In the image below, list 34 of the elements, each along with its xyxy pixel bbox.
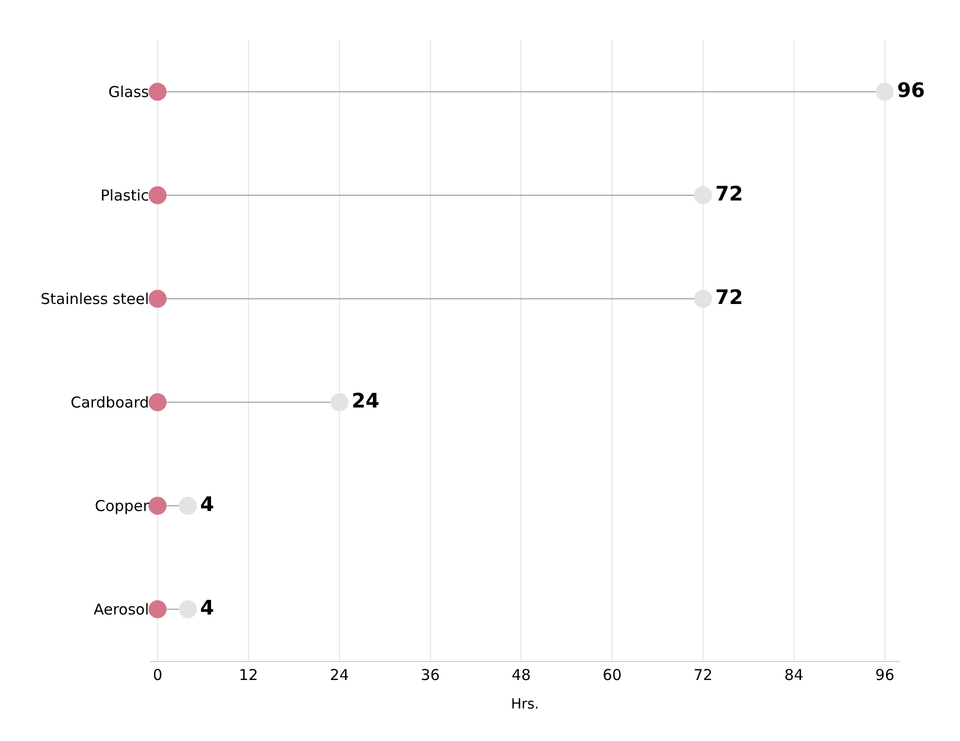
- x-tick-label: 12: [238, 666, 258, 684]
- point: [330, 393, 348, 412]
- data-label: 72: [715, 284, 744, 309]
- x-axis-title: Hrs.: [510, 696, 540, 712]
- data-label: 96: [897, 78, 925, 102]
- x-tick-label: 96: [875, 666, 894, 684]
- point: [148, 290, 167, 308]
- x-tick-label: 24: [330, 666, 349, 684]
- x-tick-label: 36: [420, 666, 440, 684]
- data-label: 4: [200, 492, 214, 516]
- point: [148, 393, 167, 412]
- point: [178, 600, 197, 618]
- x-tick-label: 60: [602, 666, 622, 684]
- y-tick-label: Plastic: [100, 186, 149, 204]
- point: [178, 496, 197, 515]
- x-tick-label: 72: [693, 666, 713, 684]
- point: [694, 290, 712, 308]
- data-label: 24: [352, 388, 380, 412]
- x-tick-label: 84: [784, 666, 804, 684]
- x-tick-label: 48: [512, 666, 531, 684]
- y-tick-label: Aerosol: [94, 600, 149, 618]
- point: [876, 82, 894, 101]
- y-tick-label: Cardboard: [70, 394, 149, 412]
- data-label: 4: [200, 595, 214, 620]
- point: [148, 82, 167, 101]
- y-tick-label: Stainless steel: [40, 290, 149, 308]
- data-label: 72: [715, 181, 744, 206]
- y-tick-label: Copper: [94, 497, 150, 515]
- y-tick-label: Glass: [108, 83, 150, 101]
- x-tick-label: 0: [152, 666, 162, 684]
- point: [148, 186, 167, 204]
- point: [694, 186, 712, 204]
- point: [148, 496, 167, 515]
- point: [148, 600, 167, 618]
